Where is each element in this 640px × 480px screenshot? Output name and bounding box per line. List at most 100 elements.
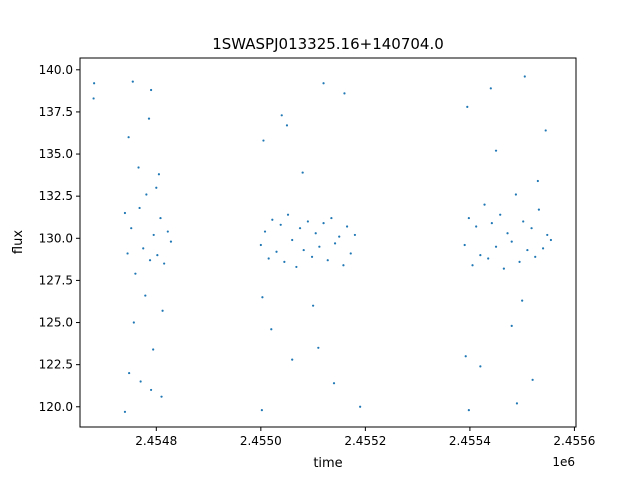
data-point (271, 218, 274, 221)
x-tick-label: 2.4554 (449, 434, 491, 448)
data-point (314, 232, 317, 235)
data-point (149, 388, 153, 392)
data-point (463, 243, 466, 247)
data-point (291, 238, 294, 242)
data-point (166, 230, 169, 233)
y-axis-label: flux (11, 230, 26, 254)
data-point (489, 87, 492, 90)
data-point (521, 299, 524, 302)
data-point (541, 247, 545, 250)
data-point (279, 223, 282, 226)
data-point (471, 264, 474, 267)
data-point (139, 380, 142, 383)
data-point (285, 124, 289, 127)
plot-frame (79, 57, 577, 428)
data-point (526, 248, 529, 252)
data-point (506, 232, 509, 235)
data-point (518, 260, 521, 263)
data-point (144, 294, 147, 297)
data-point (161, 309, 164, 312)
data-point (157, 173, 161, 176)
data-point (155, 186, 158, 189)
data-point (537, 208, 540, 211)
data-point (126, 252, 129, 255)
x-tick-label: 2.4556 (553, 434, 595, 448)
y-tick-label: 135.0 (39, 147, 73, 161)
data-point (147, 117, 151, 120)
data-point (483, 203, 486, 206)
data-point (510, 324, 513, 328)
data-point (260, 409, 263, 412)
data-point (338, 235, 341, 238)
data-point (159, 216, 162, 220)
data-point (310, 255, 314, 258)
y-tick-label: 132.5 (39, 189, 73, 203)
data-point (123, 211, 127, 215)
y-tick-label: 137.5 (39, 105, 73, 119)
data-point (499, 213, 502, 216)
y-tick-label: 140.0 (39, 63, 73, 77)
x-tick-label: 2.4552 (344, 434, 386, 448)
data-point (163, 262, 166, 265)
x-axis-ticks: 2.4548 2.4550 2.4552 2.4554 2.4556 (135, 427, 595, 448)
data-point (261, 296, 264, 299)
data-point (546, 233, 549, 237)
data-point (92, 97, 95, 100)
data-point (475, 225, 478, 228)
data-point (131, 80, 134, 83)
data-point (259, 243, 262, 247)
data-point (280, 114, 283, 117)
data-point (531, 378, 534, 381)
data-point (359, 405, 362, 408)
data-point (467, 216, 470, 220)
data-point (515, 402, 519, 405)
data-point (490, 222, 493, 225)
y-tick-label: 120.0 (39, 400, 73, 414)
data-point (152, 348, 155, 351)
data-point (318, 245, 321, 248)
data-point (467, 409, 470, 412)
data-point (286, 213, 290, 216)
data-point (353, 233, 357, 237)
data-point (123, 410, 127, 413)
y-tick-label: 127.5 (39, 273, 73, 287)
data-point (494, 149, 498, 152)
x-axis-label: time (313, 456, 342, 471)
data-point (156, 254, 159, 257)
data-point (301, 171, 304, 174)
data-point (145, 193, 148, 196)
data-point (295, 265, 298, 269)
data-point (502, 267, 505, 270)
data-point (137, 166, 140, 169)
data-point (487, 257, 490, 260)
data-point (263, 230, 267, 233)
data-point (317, 346, 320, 349)
data-point (530, 227, 533, 230)
data-point (326, 259, 329, 262)
data-point (169, 240, 173, 243)
data-point (262, 139, 265, 142)
data-point (302, 248, 305, 252)
data-point (149, 88, 153, 92)
data-point (494, 245, 498, 248)
data-point (306, 220, 309, 223)
data-point (267, 257, 270, 260)
data-point (464, 355, 467, 358)
data-point (343, 92, 346, 95)
data-point (345, 225, 349, 228)
data-point (330, 216, 333, 220)
data-point (523, 75, 526, 78)
data-point (514, 193, 517, 196)
data-point (479, 254, 482, 257)
data-point (134, 272, 137, 275)
y-tick-label: 125.0 (39, 316, 73, 330)
data-point (130, 227, 133, 230)
data-point (312, 304, 315, 307)
y-axis-ticks: 120.0 122.5 125.0 127.5 130.0 132.5 135.0 137.5… (39, 63, 80, 414)
data-point (544, 129, 547, 132)
data-point (291, 358, 294, 361)
data-point (152, 233, 155, 237)
x-tick-label: 2.4550 (240, 434, 282, 448)
data-point (298, 227, 302, 230)
